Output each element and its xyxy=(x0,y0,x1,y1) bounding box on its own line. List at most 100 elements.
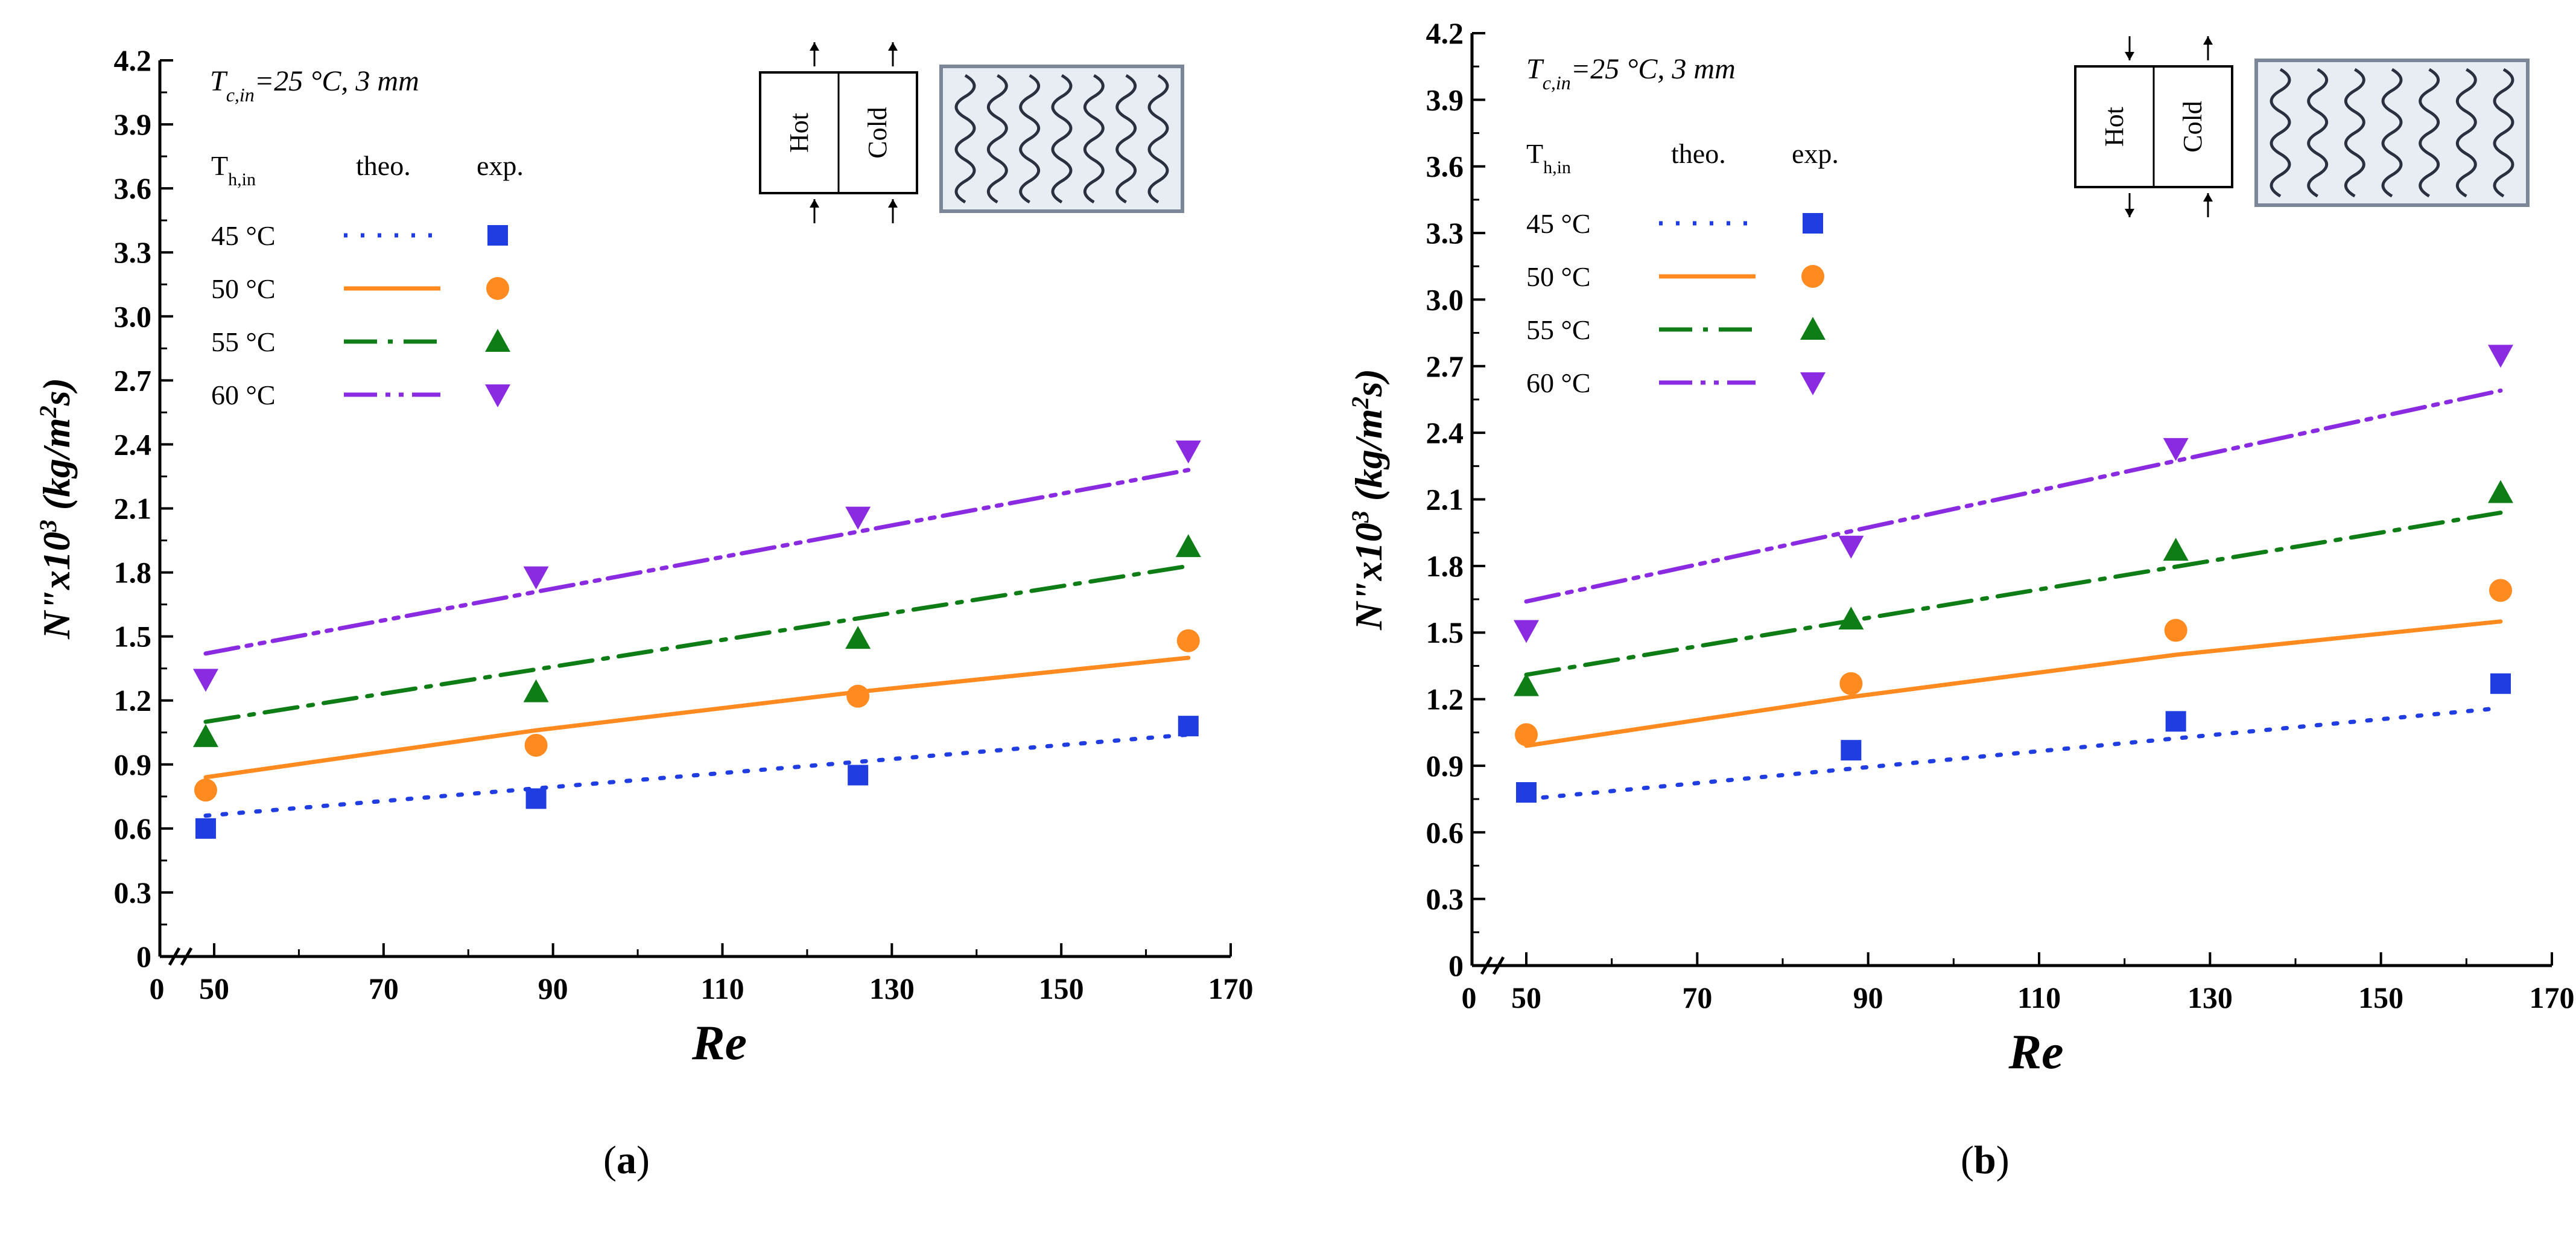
exp-point-55 xyxy=(2488,480,2513,503)
legend-series-marker xyxy=(485,329,510,352)
flow-inset: Hot Cold xyxy=(759,42,1184,223)
exp-point-50 xyxy=(2489,579,2512,602)
channel-wave xyxy=(2344,68,2365,198)
y-tick-label: 2.4 xyxy=(1426,416,1464,450)
exp-point-50 xyxy=(1176,629,1200,652)
channel-wave xyxy=(2493,68,2514,198)
exp-point-60 xyxy=(1175,441,1201,464)
exp-point-55 xyxy=(1838,606,1864,630)
y-tick-label: 3.0 xyxy=(114,299,152,333)
x-tick-label: 50 xyxy=(199,972,229,1005)
exp-point-45 xyxy=(1178,716,1199,737)
x-tick-label: 90 xyxy=(1853,981,1883,1014)
legend-header-exp: exp. xyxy=(477,150,524,181)
exp-point-60 xyxy=(845,506,871,530)
legend-series-label: 50 °C xyxy=(211,273,276,304)
channel-wave xyxy=(954,74,976,204)
exp-point-45 xyxy=(1516,782,1537,803)
x-tick-label: 150 xyxy=(2358,981,2403,1014)
y-tick-label: 3.6 xyxy=(114,171,152,205)
exp-point-50 xyxy=(2164,619,2187,642)
y-tick-label: 3.3 xyxy=(1426,216,1464,250)
x-tick-label: 150 xyxy=(1039,972,1084,1005)
exp-point-45 xyxy=(195,818,216,839)
axis-break-mark xyxy=(168,947,181,966)
y-tick-label: 3.9 xyxy=(114,107,152,141)
exp-point-50 xyxy=(1839,672,1863,695)
channel-wave xyxy=(1083,74,1105,204)
y-tick-label: 3.0 xyxy=(1426,282,1464,316)
theo-line-45 xyxy=(203,732,1191,818)
y-tick-label: 3.6 xyxy=(1426,150,1464,183)
theo-line-50 xyxy=(203,655,1191,780)
cold-in-arrow-head xyxy=(2203,193,2213,202)
exp-point-60 xyxy=(523,566,549,590)
legend-series-marker xyxy=(1803,213,1823,234)
y-tick-label: 0.9 xyxy=(114,748,152,781)
x-tick-label: 0 xyxy=(150,972,165,1005)
legend-series-label: 45 °C xyxy=(1526,208,1591,239)
exp-point-55 xyxy=(1175,534,1201,558)
y-tick-label: 1.5 xyxy=(1426,616,1464,649)
axes: 0 0.3 0.6 0.9 1.2 1.5 1.8 2.1 2.4 2.7 3.0 3.3 3.6 3.9… xyxy=(1347,16,2575,1079)
legend-series-label: 45 °C xyxy=(211,220,276,251)
theo-line-60 xyxy=(203,468,1191,656)
exp-point-45 xyxy=(525,788,547,809)
exp-point-45 xyxy=(848,765,869,786)
theo-line-55 xyxy=(203,564,1191,724)
y-tick-label: 0 xyxy=(136,940,151,973)
y-tick-label: 3.3 xyxy=(114,235,152,269)
theo-line-55 xyxy=(1524,511,2503,677)
legend-series-marker xyxy=(1800,372,1826,395)
y-tick-label: 0.3 xyxy=(1426,882,1464,916)
legend-series-marker xyxy=(1801,265,1824,288)
y-tick-label: 3.9 xyxy=(1426,83,1464,116)
hot-label: Hot xyxy=(2099,107,2129,147)
hot-in-arrow-head xyxy=(2125,52,2134,60)
channel-wave xyxy=(1115,74,1137,204)
panel-b-chart: 0 0.3 0.6 0.9 1.2 1.5 1.8 2.1 2.4 2.7 3.0 3.3 3.6 3.9… xyxy=(1347,16,2575,1079)
y-tick-label: 0.3 xyxy=(114,876,152,909)
legend-header-t: Th,in xyxy=(211,150,256,189)
hot-out-arrow-head xyxy=(810,42,819,51)
y-tick-label: 2.1 xyxy=(114,492,152,526)
hot-out-arrow-head xyxy=(2125,209,2134,217)
cold-in-arrow-head xyxy=(888,199,898,208)
condition-label: Tc,in=25 °C, 3 mm xyxy=(210,65,419,106)
axis-break-mark xyxy=(180,947,193,966)
exp-point-60 xyxy=(2488,345,2513,368)
x-tick-label: 110 xyxy=(700,972,744,1005)
legend-series-label: 60 °C xyxy=(211,380,276,410)
x-tick-label: 90 xyxy=(538,972,568,1005)
y-tick-label: 4.2 xyxy=(1426,16,1464,50)
x-tick-label: 70 xyxy=(369,972,399,1005)
channel-wave xyxy=(2419,68,2440,198)
y-tick-label: 1.2 xyxy=(1426,683,1464,716)
channel-wave xyxy=(2455,68,2477,198)
y-tick-label: 1.5 xyxy=(114,620,152,654)
legend-series-label: 55 °C xyxy=(211,326,276,357)
channel-wave xyxy=(986,74,1008,204)
exp-point-50 xyxy=(524,733,548,757)
legend-series-marker xyxy=(487,225,508,246)
x-tick-label: 0 xyxy=(1462,981,1477,1014)
cold-out-arrow-head xyxy=(2203,36,2213,45)
legend: Th,in theo. exp. 45 °C 50 °C 55 °C 60 °C xyxy=(1526,138,1839,398)
exp-point-55 xyxy=(523,679,549,702)
y-tick-label: 0 xyxy=(1448,949,1464,982)
x-tick-label: 110 xyxy=(2017,981,2061,1014)
legend-series-label: 55 °C xyxy=(1526,314,1591,345)
y-axis-title: N"x103 (kg/m2s) xyxy=(34,378,78,640)
x-tick-label: 70 xyxy=(1682,981,1712,1014)
caption-b: (b) xyxy=(1961,1138,2010,1182)
cold-out-arrow-head xyxy=(888,42,898,51)
x-tick-label: 130 xyxy=(869,972,915,1005)
channel-wave xyxy=(2307,68,2329,198)
y-tick-label: 2.4 xyxy=(114,427,152,461)
exp-point-55 xyxy=(2163,538,2189,561)
y-tick-label: 0.6 xyxy=(1426,815,1464,849)
exp-point-60 xyxy=(192,669,218,692)
theo-line-50 xyxy=(1524,619,2503,748)
channel-wave xyxy=(1147,74,1169,204)
